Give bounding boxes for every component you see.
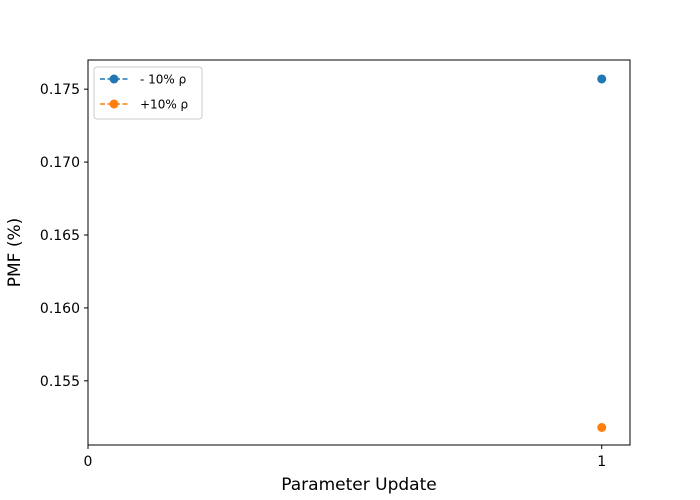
data-point-series-1	[597, 423, 607, 432]
data-points	[597, 74, 607, 432]
legend: - 10% ρ +10% ρ	[93, 66, 203, 120]
plot-background	[88, 60, 630, 445]
legend-label-0: - 10% ρ	[140, 73, 186, 87]
legend-label-1: +10% ρ	[140, 98, 188, 112]
y-tick-label: 0.155	[40, 374, 80, 390]
y-tick-label: 0.160	[40, 301, 80, 317]
y-tick-label: 0.170	[40, 155, 80, 171]
legend-box	[93, 66, 203, 120]
y-tick-label: 0.165	[40, 228, 80, 244]
y-axis-label: PMF (%)	[5, 218, 25, 288]
data-point-series-0	[597, 74, 607, 84]
x-axis-label: Parameter Update	[281, 475, 436, 495]
plot-frame	[87, 59, 631, 446]
x-tick-label: 1	[597, 454, 606, 470]
legend-item-1: +10% ρ	[100, 98, 188, 112]
y-axis: 0.155 0.160 0.165 0.170 0.175	[40, 82, 88, 390]
legend-item-0: - 10% ρ	[100, 73, 186, 87]
y-tick-label: 0.175	[40, 82, 80, 98]
legend-marker-1	[109, 99, 119, 109]
legend-marker-0	[109, 74, 119, 84]
x-tick-label: 0	[84, 454, 93, 470]
